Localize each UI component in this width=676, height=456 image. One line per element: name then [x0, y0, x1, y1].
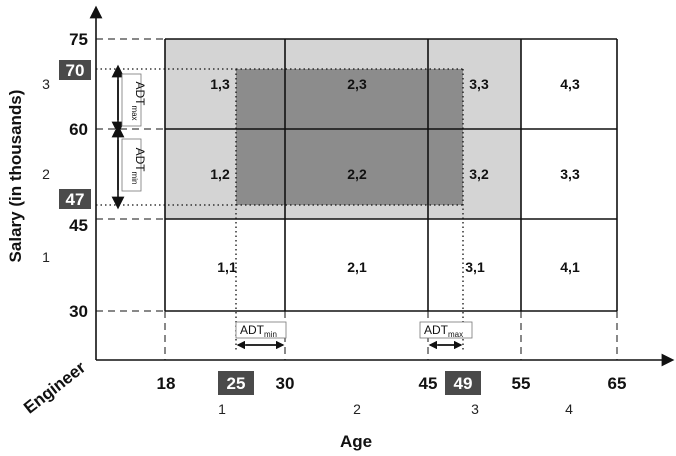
svg-text:ADTmax: ADTmax: [424, 323, 463, 339]
y-tick-47-box: [59, 189, 91, 209]
x-band-labels: 1 2 3 4: [218, 401, 573, 417]
cell-label: 2,1: [347, 259, 367, 275]
adt-min-x-main: ADT: [240, 323, 265, 337]
cell-label: 1,2: [210, 166, 230, 182]
x-band-4: 4: [565, 401, 573, 417]
dark-region: [236, 69, 463, 205]
x-band-1: 1: [218, 401, 226, 417]
x-band-3: 3: [471, 401, 479, 417]
y-tick-70-box: [59, 60, 91, 80]
x-tick-25: 25: [227, 374, 246, 393]
y-band-1: 1: [42, 249, 50, 265]
cell-label: 3,1: [465, 259, 485, 275]
x-tick-49: 49: [454, 374, 473, 393]
x-tick-65: 65: [608, 374, 627, 393]
x-tick-30: 30: [276, 374, 295, 393]
adt-max-x-main: ADT: [424, 323, 449, 337]
y-band-2: 2: [42, 166, 50, 182]
cell-label: 2,3: [347, 76, 367, 92]
x-tick-49-box: [445, 371, 481, 395]
adt-max-vertical: ADTmax: [111, 64, 147, 135]
adt-min-x-sub: min: [264, 330, 277, 339]
grid: [164, 38, 618, 312]
cell-label: 4,3: [560, 76, 580, 92]
cell-label: 1,3: [210, 76, 230, 92]
cell-label: 3,3: [469, 76, 489, 92]
y-tick-47: 47: [66, 190, 85, 209]
svg-text:ADTmin: ADTmin: [240, 323, 277, 339]
adt-max-horizontal: ADTmax: [419, 321, 473, 350]
y-band-3: 3: [42, 76, 50, 92]
svg-text:ADTmin: ADTmin: [130, 148, 147, 185]
y-tick-75: 75: [69, 30, 88, 49]
x-axis-title: Age: [340, 432, 372, 451]
x-tick-labels: 18 25 30 45 49 55 65: [157, 371, 627, 395]
svg-text:ADTmax: ADTmax: [130, 81, 147, 120]
cell-label: 2,2: [347, 166, 367, 182]
y-tick-70: 70: [66, 61, 85, 80]
x-tick-45: 45: [419, 374, 438, 393]
adt-min-horizontal: ADTmin: [235, 321, 287, 350]
cell-label: 3,2: [469, 166, 489, 182]
cell-label: 1,1: [217, 259, 237, 275]
x-band-2: 2: [353, 401, 361, 417]
y-tick-60: 60: [69, 120, 88, 139]
adt-max-y-sub: max: [130, 105, 139, 120]
x-tick-18: 18: [157, 374, 176, 393]
adt-min-y-main: ADT: [133, 148, 147, 173]
x-tick-55: 55: [512, 374, 531, 393]
adt-min-y-sub: min: [130, 172, 139, 185]
adt-min-vertical: ADTmin: [111, 124, 147, 210]
x-tick-25-box: [218, 371, 254, 395]
y-tick-labels: 75 70 60 47 45 30: [59, 30, 91, 321]
adt-max-y-main: ADT: [133, 81, 147, 106]
cell-labels: 1,3 2,3 3,3 4,3 1,2 2,2 3,2 3,3 1,1 2,1 …: [210, 76, 580, 275]
cell-label: 4,1: [560, 259, 580, 275]
y-axis-title: Salary (in thousands): [6, 90, 25, 263]
y-tick-30: 30: [69, 302, 88, 321]
y-band-labels: 3 2 1: [42, 76, 50, 265]
adt-max-x-sub: max: [448, 330, 463, 339]
cell-label: 3,3: [560, 166, 580, 182]
corner-label: Engineer: [20, 358, 89, 418]
y-tick-45: 45: [69, 216, 88, 235]
